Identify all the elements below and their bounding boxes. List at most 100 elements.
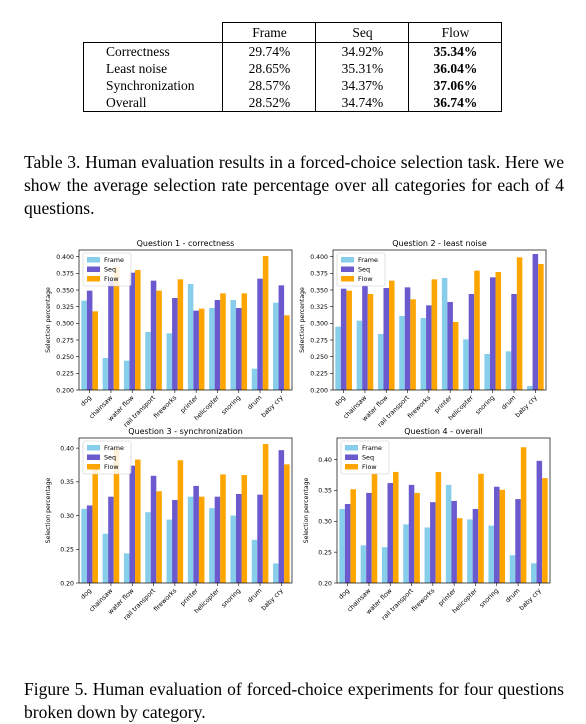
legend-swatch-frame (87, 257, 100, 263)
table-row: Overall 28.52% 34.74% 36.74% (82, 94, 503, 112)
cell-seq: 34.92% (315, 42, 409, 60)
legend-swatch-frame (345, 445, 358, 451)
x-tick-label: snoring (478, 587, 500, 609)
y-tick-label: 0.275 (310, 337, 328, 344)
table-header-frame: Frame (222, 22, 316, 43)
bar-flow (198, 308, 205, 390)
cell-flow: 36.74% (408, 94, 503, 112)
plot-frame (336, 437, 551, 584)
row-label: Correctness (82, 42, 223, 60)
y-tick-label: 0.35 (318, 488, 332, 495)
bar-seq (86, 290, 93, 390)
cell-seq: 35.31% (315, 60, 409, 77)
x-tick-label: drum (504, 587, 522, 605)
bar-frame (531, 563, 537, 583)
bar-seq (451, 500, 457, 583)
y-tick-label: 0.40 (60, 445, 74, 452)
y-tick-label: 0.225 (310, 371, 328, 378)
y-tick-label: 0.200 (56, 387, 74, 394)
bar-seq (344, 504, 351, 583)
table-header-flow: Flow (408, 22, 503, 43)
legend-label: Flow (358, 275, 373, 283)
bar-seq (235, 493, 242, 583)
x-tick-label: fireworks (152, 586, 179, 613)
bar-flow (135, 270, 141, 390)
y-tick-label: 0.350 (310, 287, 328, 294)
chart-question-4: Question 4 - overall 0.20 0.25 0.30 0.35 0.40… (290, 423, 560, 628)
bar-flow (156, 290, 162, 390)
y-axis-label: Selection percentage (303, 477, 310, 543)
chart-title: Question 4 - overall (404, 427, 483, 436)
bar-seq (278, 450, 285, 583)
legend-swatch-flow (87, 276, 100, 282)
legend-swatch-flow (87, 464, 100, 470)
bar-frame (209, 508, 215, 583)
y-tick-label: 0.40 (318, 457, 332, 464)
bar-flow (177, 460, 184, 583)
y-tick-label: 0.25 (60, 547, 74, 554)
bar-frame (145, 512, 151, 583)
chart-svg: Question 4 - overall 0.20 0.25 0.30 0.35 0.40… (303, 427, 551, 622)
bar-flow (478, 473, 484, 583)
chart-question-1: Question 1 - correctness 0.200 0.225 0.250 0… (32, 235, 302, 435)
bar-seq (108, 278, 114, 390)
x-tick-label: fireworks (410, 586, 437, 613)
y-tick-label: 0.300 (310, 321, 328, 328)
chart-question-3: Question 3 - synchronization 0.20 0.25 0.30… (32, 423, 302, 628)
bar-flow (262, 256, 269, 390)
bar-flow (435, 471, 442, 583)
bar-flow (516, 257, 523, 390)
bar-seq (129, 465, 136, 583)
bar-frame (381, 547, 388, 583)
legend-label: Frame (358, 256, 378, 264)
bar-flow (495, 272, 502, 390)
legend-label: Flow (104, 463, 119, 471)
table-header-seq: Seq (315, 22, 409, 43)
bar-flow (367, 294, 374, 390)
chart-title: Question 2 - least noise (392, 239, 487, 248)
cell-seq: 34.74% (315, 94, 409, 112)
bar-seq (447, 302, 453, 390)
legend-label: Seq (104, 266, 116, 274)
bar-frame (209, 308, 215, 390)
y-axis-label: Selection percentage (299, 287, 306, 353)
bar-frame (102, 533, 109, 583)
bar-seq (257, 278, 263, 390)
cell-flow: 36.04% (408, 60, 503, 77)
table-header-row: Frame Seq Flow (83, 22, 503, 43)
row-label: Overall (82, 94, 223, 112)
x-tick-label: fireworks (152, 393, 179, 420)
table-row: Synchronization 28.57% 34.37% 37.06% (82, 77, 503, 94)
bar-frame (102, 358, 109, 390)
plot-frame (78, 249, 293, 391)
bar-flow (241, 475, 248, 583)
cell-seq: 34.37% (315, 77, 409, 94)
bar-flow (220, 474, 226, 583)
figure-caption: Figure 5. Human evaluation of forced-cho… (24, 678, 564, 722)
bar-flow (410, 299, 416, 390)
bar-frame (230, 515, 236, 583)
y-tick-label: 0.225 (56, 371, 74, 378)
chart-svg: Question 3 - synchronization 0.20 0.25 0.30… (45, 427, 293, 622)
cell-frame: 28.52% (222, 94, 316, 112)
bar-seq (150, 280, 157, 390)
x-tick-label: drum (500, 394, 518, 412)
bar-frame (420, 318, 427, 390)
bar-frame (273, 302, 279, 390)
table-header-corner (83, 22, 223, 43)
plot-frame (78, 437, 293, 584)
bar-flow (92, 311, 98, 390)
y-tick-label: 0.325 (310, 304, 328, 311)
bar-frame (424, 527, 431, 583)
row-label: Least noise (82, 60, 223, 77)
bar-seq (214, 300, 221, 390)
bar-seq (172, 500, 178, 583)
bar-frame (166, 333, 173, 390)
table-caption: Table 3. Human evaluation results in a f… (24, 151, 564, 218)
bar-flow (156, 491, 162, 583)
x-tick-label: drum (246, 587, 264, 605)
bar-seq (129, 272, 136, 390)
bar-flow (542, 478, 548, 583)
bar-seq (278, 285, 285, 390)
bar-frame (377, 334, 384, 390)
